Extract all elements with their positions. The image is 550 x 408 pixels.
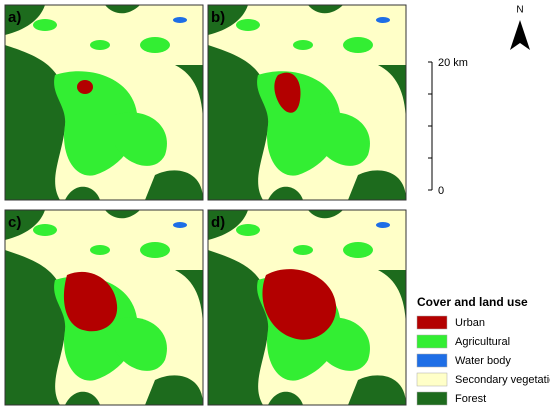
legend-swatch bbox=[416, 353, 448, 368]
scale-bar bbox=[428, 61, 433, 191]
scale-label: 0 bbox=[438, 185, 444, 197]
legend-swatch bbox=[416, 372, 448, 387]
map-panel: a) bbox=[4, 4, 204, 201]
legend-label: Forest bbox=[455, 393, 486, 405]
panel-label: c) bbox=[8, 214, 21, 231]
legend-label: Secondary vegetation bbox=[455, 374, 550, 386]
panel-label: d) bbox=[211, 214, 225, 231]
legend: Cover and land use Urban Agricultural Wate… bbox=[416, 295, 550, 406]
panel-label: a) bbox=[8, 9, 21, 26]
legend-label: Agricultural bbox=[455, 336, 510, 348]
panel-label: b) bbox=[211, 9, 225, 26]
legend-swatch bbox=[416, 391, 448, 406]
map-panel: d) bbox=[207, 209, 407, 406]
north-arrow: N bbox=[510, 5, 530, 50]
legend-label: Urban bbox=[455, 317, 485, 329]
north-label: N bbox=[516, 5, 523, 16]
legend-title: Cover and land use bbox=[417, 295, 528, 309]
map-panel: b) bbox=[207, 4, 407, 201]
legend-swatch bbox=[416, 334, 448, 349]
scale-label: 20 km bbox=[438, 57, 468, 69]
legend-swatch bbox=[416, 315, 448, 330]
legend-label: Water body bbox=[455, 355, 511, 367]
map-panel: c) bbox=[4, 209, 204, 406]
